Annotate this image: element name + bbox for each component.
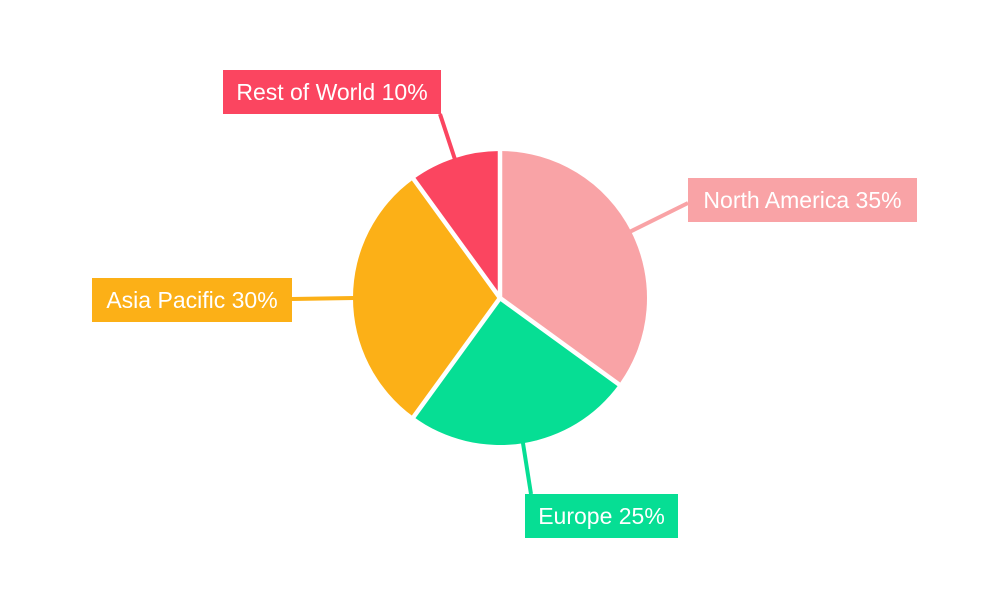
slice-separator	[411, 296, 502, 419]
pie-slice-north-america[interactable]	[500, 151, 648, 385]
leader-line-europe	[520, 441, 533, 495]
slice-separator	[498, 296, 621, 387]
slice-label-north-america: North America 35%	[688, 178, 917, 222]
pie-slice-asia-pacific[interactable]	[352, 179, 500, 417]
slice-label-rest-of-world: Rest of World 10%	[223, 70, 441, 114]
leader-line-rest-of-world	[438, 113, 457, 160]
leader-line-asia-pacific	[291, 296, 355, 301]
pie-slice-europe[interactable]	[413, 298, 619, 446]
pie-slice-rest-of-world[interactable]	[413, 151, 500, 298]
leader-line-north-america	[629, 201, 689, 234]
slice-label-europe: Europe 25%	[525, 494, 678, 538]
slice-label-asia-pacific: Asia Pacific 30%	[92, 278, 292, 322]
slice-separator	[411, 177, 502, 300]
